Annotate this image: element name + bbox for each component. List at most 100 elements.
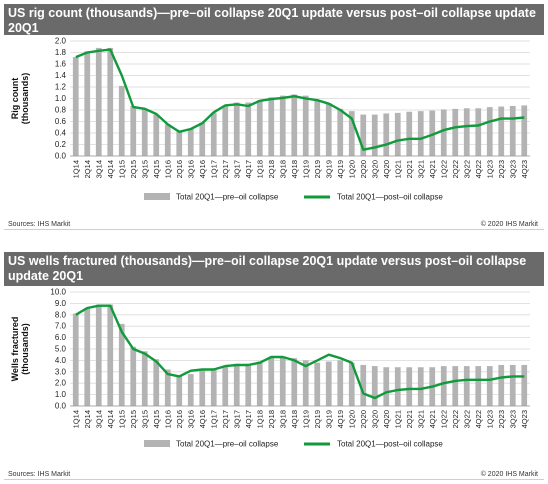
bar: [383, 367, 390, 406]
x-tick-label: 3Q16: [186, 410, 195, 428]
bar: [153, 359, 160, 406]
legend-label: Total 20Q1—pre–oil collapse: [176, 440, 279, 449]
bar: [371, 114, 378, 156]
bar: [199, 122, 206, 156]
x-tick-label: 3Q19: [324, 160, 333, 178]
bar: [440, 366, 447, 406]
y-tick-label: 1.8: [55, 48, 67, 57]
bar: [509, 364, 516, 406]
bar: [475, 366, 482, 406]
x-tick-label: 1Q14: [71, 160, 80, 178]
y-axis-title: Rig count: [10, 78, 20, 120]
y-tick-label: 6.0: [55, 333, 67, 342]
x-tick-label: 4Q21: [428, 410, 437, 428]
x-tick-label: 4Q23: [520, 410, 529, 428]
x-tick-label: 4Q19: [336, 410, 345, 428]
chart-footer: Sources: IHS Markit © 2020 IHS Markit: [8, 471, 538, 478]
bar: [107, 304, 114, 406]
bar: [417, 367, 424, 406]
bar: [509, 105, 516, 156]
legend-swatch-bar: [144, 193, 170, 200]
bar: [233, 363, 240, 406]
x-tick-label: 4Q17: [244, 410, 253, 428]
bar: [475, 108, 482, 156]
x-tick-label: 3Q17: [232, 410, 241, 428]
bar: [187, 128, 194, 156]
bar: [164, 124, 171, 156]
bar: [314, 362, 321, 406]
bar: [291, 358, 298, 406]
bar: [233, 102, 240, 156]
x-tick-label: 2Q18: [267, 410, 276, 428]
x-tick-label: 2Q15: [129, 410, 138, 428]
bar: [337, 108, 344, 156]
y-tick-label: 7.0: [55, 322, 67, 331]
x-tick-label: 4Q20: [382, 410, 391, 428]
x-tick-label: 4Q14: [106, 410, 115, 428]
bar: [463, 366, 470, 406]
x-tick-label: 3Q20: [370, 160, 379, 178]
x-tick-label: 2Q16: [175, 410, 184, 428]
chart-footer: Sources: IHS Markit © 2020 IHS Markit: [8, 221, 538, 228]
x-tick-label: 1Q14: [71, 410, 80, 428]
bar: [107, 47, 114, 156]
bar: [245, 102, 252, 156]
x-tick-label: 4Q20: [382, 160, 391, 178]
divider: [4, 479, 544, 480]
bar: [279, 356, 286, 406]
x-tick-label: 2Q19: [313, 410, 322, 428]
x-tick-label: 2Q20: [359, 160, 368, 178]
bar: [348, 362, 355, 406]
y-tick-label: 0.8: [55, 106, 67, 115]
y-tick-label: 1.0: [55, 94, 67, 103]
x-tick-label: 4Q22: [474, 160, 483, 178]
y-tick-label: 1.6: [55, 60, 67, 69]
y-tick-label: 5.0: [55, 345, 67, 354]
x-tick-label: 3Q15: [140, 160, 149, 178]
x-tick-label: 3Q22: [462, 410, 471, 428]
bar: [210, 368, 217, 406]
bar: [256, 361, 263, 406]
x-tick-label: 3Q14: [94, 160, 103, 178]
bar: [429, 110, 436, 156]
x-tick-label: 3Q16: [186, 160, 195, 178]
bar: [417, 111, 424, 156]
y-tick-label: 0.0: [55, 402, 67, 411]
x-tick-label: 4Q17: [244, 160, 253, 178]
y-tick-label: 1.2: [55, 83, 67, 92]
y-tick-label: 4.0: [55, 356, 67, 365]
bar: [118, 323, 125, 406]
rig-count-chart: 0.0 0.2 0.4 0.6 0.8 1.0 1.2 1.4 1.6 1.8 2.0 Rig cou…: [10, 37, 530, 202]
x-tick-label: 3Q19: [324, 410, 333, 428]
legend-label: Total 20Q1—pre–oil collapse: [176, 193, 279, 202]
x-tick-label: 2Q19: [313, 160, 322, 178]
bar: [486, 366, 493, 406]
x-tick-label: 4Q14: [106, 160, 115, 178]
x-tick-label: 2Q20: [359, 410, 368, 428]
rig-count-chart-panel: US rig count (thousands)—pre–oil collaps…: [4, 4, 544, 230]
x-tick-label: 3Q15: [140, 410, 149, 428]
x-tick-label: 3Q18: [278, 410, 287, 428]
bar: [394, 367, 401, 406]
source-note: Sources: IHS Markit: [8, 471, 71, 478]
bar: [314, 100, 321, 156]
bar: [279, 95, 286, 156]
bar: [521, 105, 528, 156]
x-tick-label: 1Q22: [439, 410, 448, 428]
bar: [268, 358, 275, 406]
bar: [394, 112, 401, 156]
bar: [256, 100, 263, 156]
x-tick-label: 2Q22: [451, 410, 460, 428]
bar: [84, 307, 91, 406]
x-tick-label: 1Q18: [255, 410, 264, 428]
bar: [486, 107, 493, 156]
x-tick-label: 2Q22: [451, 160, 460, 178]
bar: [130, 346, 137, 406]
bar: [440, 109, 447, 156]
x-tick-label: 4Q23: [520, 160, 529, 178]
x-tick-label: 2Q21: [405, 160, 414, 178]
bar: [360, 114, 367, 156]
bar: [302, 360, 309, 406]
x-tick-label: 2Q17: [221, 160, 230, 178]
x-tick-label: 4Q18: [290, 410, 299, 428]
